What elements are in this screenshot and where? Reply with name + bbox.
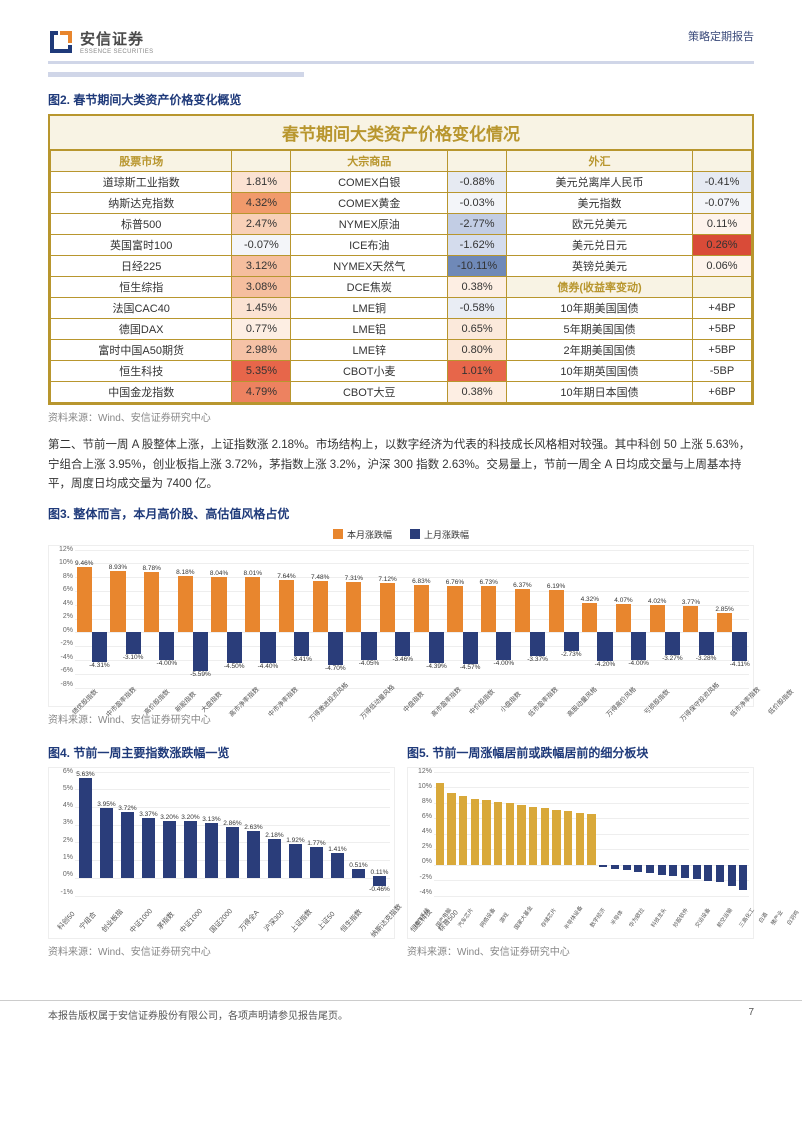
brand-en: ESSENCE SECURITIES xyxy=(80,49,154,55)
fig3-legend: 本月涨跌幅上月涨跌幅 xyxy=(48,528,754,541)
logo: 安信证券 ESSENCE SECURITIES xyxy=(48,28,154,55)
fig5-chart: 12%10%8%6%4%2%0%-2%-4%操作系统国产电脑汽车芯片网络设备游戏… xyxy=(407,767,754,939)
fig4-title: 图4. 节前一周主要指数涨跌幅一览 xyxy=(48,744,395,761)
header: 安信证券 ESSENCE SECURITIES 策略定期报告 xyxy=(48,28,754,64)
fig5-title: 图5. 节前一周涨幅居前或跌幅居前的细分板块 xyxy=(407,744,754,761)
body-text: 第二、节前一周 A 股整体上涨，上证指数涨 2.18%。市场结构上，以数字经济为… xyxy=(48,436,754,495)
disclaimer: 本报告版权属于安信证券股份有限公司，各项声明请参见报告尾页。 xyxy=(48,1007,348,1022)
brand-cn: 安信证券 xyxy=(80,28,154,49)
fig4-chart: 6%5%4%3%2%1%0%-1%5.63%3.95%3.72%3.37%3.2… xyxy=(48,767,395,939)
footer: 本报告版权属于安信证券股份有限公司，各项声明请参见报告尾页。 7 xyxy=(0,1000,802,1028)
fig2-title: 图2. 春节期间大类资产价格变化概览 xyxy=(48,91,754,108)
fig3-chart: 12%10%8%6%4%2%0%-2%-4%-6%-8% 9.46%-4.31%… xyxy=(48,545,754,707)
fig3-title: 图3. 整体而言，本月高价股、高估值风格占优 xyxy=(48,505,754,522)
fig2-table: 春节期间大类资产价格变化情况 股票市场大宗商品外汇道琼斯工业指数1.81%COM… xyxy=(48,114,754,405)
sub-bar xyxy=(48,72,304,77)
fig2-source: 资料来源：Wind、安信证券研究中心 xyxy=(48,409,754,424)
page-number: 7 xyxy=(748,1007,754,1022)
logo-icon xyxy=(48,29,74,55)
table-title: 春节期间大类资产价格变化情况 xyxy=(50,116,752,150)
report-type: 策略定期报告 xyxy=(688,28,754,44)
